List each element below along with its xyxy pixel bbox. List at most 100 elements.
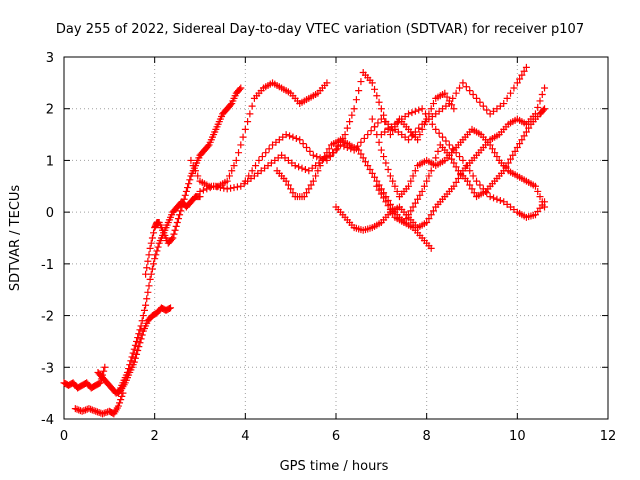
- x-tick-label: 2: [151, 429, 159, 444]
- data-point: [416, 131, 424, 139]
- data-point: [101, 363, 109, 371]
- data-point: [389, 209, 397, 217]
- data-point: [371, 123, 379, 131]
- data-point: [236, 85, 244, 93]
- data-point: [414, 195, 422, 203]
- data-point: [169, 234, 177, 242]
- data-point: [289, 189, 297, 197]
- data-point: [534, 103, 542, 111]
- data-point: [237, 141, 245, 149]
- data-point: [128, 353, 136, 361]
- data-point: [357, 150, 365, 158]
- data-point: [237, 84, 245, 92]
- data-point: [364, 131, 372, 139]
- data-point: [452, 163, 460, 171]
- data-point: [443, 93, 451, 101]
- data-point: [427, 167, 435, 175]
- data-point: [171, 226, 179, 234]
- data-point: [148, 234, 156, 242]
- data-point: [265, 145, 273, 153]
- data-point: [368, 169, 376, 177]
- data-point: [147, 239, 155, 247]
- data-point: [184, 184, 192, 192]
- data-point: [405, 136, 413, 144]
- data-point: [196, 187, 204, 195]
- data-point: [409, 203, 417, 211]
- y-tick-label: 0: [46, 206, 54, 221]
- x-tick-label: 10: [509, 429, 526, 444]
- data-point: [473, 94, 481, 102]
- data-point: [99, 410, 107, 418]
- data-point: [479, 185, 487, 193]
- data-point: [411, 107, 419, 115]
- data-point: [522, 128, 530, 136]
- data-point: [462, 83, 470, 91]
- data-point: [520, 132, 528, 140]
- data-point: [366, 165, 374, 173]
- data-point: [357, 78, 365, 86]
- data-point: [73, 405, 81, 413]
- data-point: [493, 195, 501, 203]
- data-point: [142, 301, 150, 309]
- data-point: [127, 357, 135, 365]
- data-point: [223, 185, 231, 193]
- data-point: [146, 275, 154, 283]
- data-point: [182, 187, 190, 195]
- data-point: [368, 115, 376, 123]
- data-point: [416, 191, 424, 199]
- data-point: [93, 408, 101, 416]
- data-point: [429, 160, 437, 168]
- data-point: [418, 105, 426, 113]
- data-point: [522, 63, 530, 71]
- data-point: [375, 138, 383, 146]
- data-point: [355, 87, 363, 95]
- data-point: [96, 379, 104, 387]
- data-point: [300, 193, 308, 201]
- data-point: [483, 106, 491, 114]
- data-point: [131, 354, 139, 362]
- data-point: [427, 211, 435, 219]
- data-point: [95, 409, 103, 417]
- data-point: [284, 181, 292, 189]
- data-point: [445, 141, 453, 149]
- data-point: [468, 185, 476, 193]
- data-point: [191, 167, 199, 175]
- y-tick-label: -1: [41, 258, 54, 273]
- data-point: [393, 187, 401, 195]
- data-point: [516, 140, 524, 148]
- data-point: [541, 105, 549, 113]
- data-point: [252, 162, 260, 170]
- data-point: [466, 181, 474, 189]
- data-point: [307, 181, 315, 189]
- data-point: [346, 118, 354, 126]
- data-point: [425, 172, 433, 180]
- data-point: [176, 211, 184, 219]
- data-point: [168, 235, 176, 243]
- data-point: [153, 247, 161, 255]
- data-point: [470, 189, 478, 197]
- data-point: [415, 124, 423, 132]
- data-point: [423, 218, 431, 226]
- data-point: [233, 183, 241, 191]
- data-point: [235, 149, 243, 157]
- data-point: [418, 187, 426, 195]
- data-point: [90, 407, 98, 415]
- data-point: [466, 167, 474, 175]
- data-point: [241, 125, 249, 133]
- data-point: [130, 345, 138, 353]
- data-point: [126, 361, 134, 369]
- data-point: [170, 230, 178, 238]
- data-point: [391, 182, 399, 190]
- data-point: [408, 109, 416, 117]
- data-point: [220, 184, 228, 192]
- data-point: [386, 172, 394, 180]
- data-point: [502, 163, 510, 171]
- data-series-13: [377, 105, 549, 221]
- y-tick-label: 3: [46, 51, 54, 66]
- data-point: [518, 136, 526, 144]
- x-tick-label: 0: [60, 429, 68, 444]
- data-point: [408, 132, 416, 140]
- data-point: [493, 153, 501, 161]
- data-point: [377, 146, 385, 154]
- data-point: [146, 244, 154, 252]
